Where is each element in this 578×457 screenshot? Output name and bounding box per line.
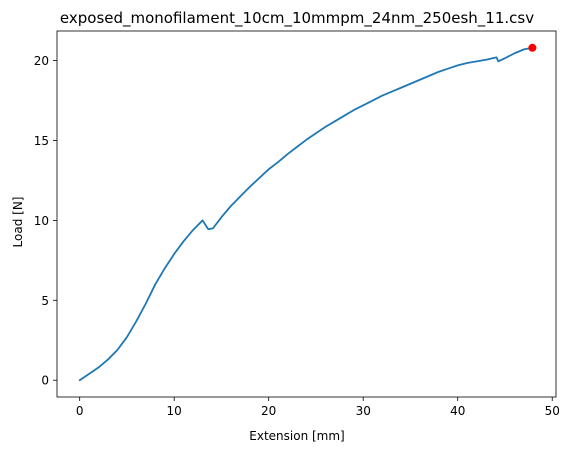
x-tick-label: 40 xyxy=(450,404,465,418)
plot-frame xyxy=(56,30,557,398)
x-tick-label: 20 xyxy=(261,404,276,418)
max-load-marker xyxy=(528,43,537,52)
y-tick-label: 5 xyxy=(41,294,49,308)
y-axis-label: Load [N] xyxy=(11,197,25,248)
x-tick-label: 0 xyxy=(76,404,84,418)
chart-title: exposed_monofilament_10cm_10mmpm_24nm_25… xyxy=(60,9,534,28)
x-tick-label: 10 xyxy=(167,404,182,418)
y-tick-label: 0 xyxy=(41,374,49,388)
y-tick-label: 10 xyxy=(34,214,49,228)
x-tick-label: 30 xyxy=(356,404,371,418)
y-tick-label: 15 xyxy=(34,134,49,148)
plot-layer: 0 10 20 30 40 50 0 5 10 15 20 xyxy=(34,43,560,418)
x-axis-label: Extension [mm] xyxy=(249,429,344,443)
y-tick-label: 20 xyxy=(34,54,49,68)
x-tick-label: 50 xyxy=(545,404,560,418)
series-line-load-extension xyxy=(78,46,534,382)
